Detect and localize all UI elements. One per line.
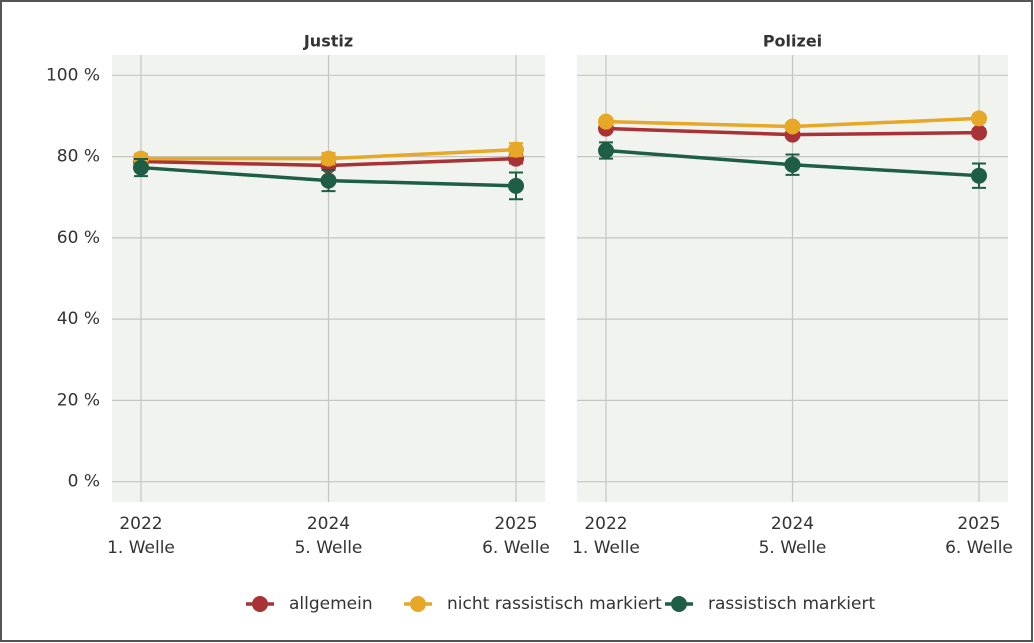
x-tick-sublabel: 6. Welle (945, 538, 1013, 558)
y-tick-label: 60 % (57, 228, 100, 248)
legend-key (252, 596, 268, 612)
panel-title: Justiz (303, 32, 353, 51)
x-tick-label: 2022 (119, 514, 162, 534)
point (598, 113, 614, 130)
x-tick-sublabel: 5. Welle (759, 538, 827, 558)
point (508, 141, 524, 158)
x-tick-sublabel: 1. Welle (107, 538, 175, 558)
legend-label: rassistisch markiert (708, 594, 875, 614)
point (320, 150, 337, 167)
x-tick-label: 2022 (584, 514, 627, 534)
y-tick-label: 80 % (57, 147, 100, 167)
legend-key (671, 596, 687, 612)
y-tick-label: 40 % (57, 309, 100, 329)
panel-title: Polizei (763, 32, 822, 51)
x-tick-sublabel: 1. Welle (572, 538, 640, 558)
y-tick-label: 20 % (57, 390, 100, 410)
point (598, 142, 614, 159)
point (784, 118, 801, 135)
x-tick-label: 2025 (494, 514, 537, 534)
legend-label: nicht rassistisch markiert (447, 594, 662, 614)
point (133, 159, 149, 176)
x-tick-label: 2024 (771, 514, 814, 534)
point (508, 177, 524, 194)
point (971, 110, 987, 127)
legend-label: allgemein (289, 594, 373, 614)
point (320, 172, 337, 189)
x-tick-sublabel: 5. Welle (295, 538, 363, 558)
point (784, 156, 801, 173)
y-tick-label: 100 % (46, 65, 100, 85)
x-tick-label: 2024 (307, 514, 350, 534)
y-tick-label: 0 % (68, 472, 100, 492)
x-tick-sublabel: 6. Welle (482, 538, 550, 558)
legend-key (410, 596, 426, 612)
point (971, 124, 987, 141)
point (971, 167, 987, 184)
x-tick-label: 2025 (957, 514, 1000, 534)
